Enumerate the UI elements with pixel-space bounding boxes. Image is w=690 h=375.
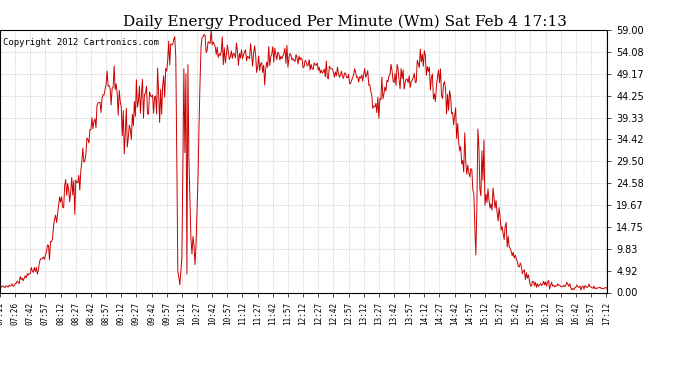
Text: Daily Energy Produced Per Minute (Wm) Sat Feb 4 17:13: Daily Energy Produced Per Minute (Wm) Sa… — [123, 15, 567, 29]
Text: Copyright 2012 Cartronics.com: Copyright 2012 Cartronics.com — [3, 38, 159, 47]
